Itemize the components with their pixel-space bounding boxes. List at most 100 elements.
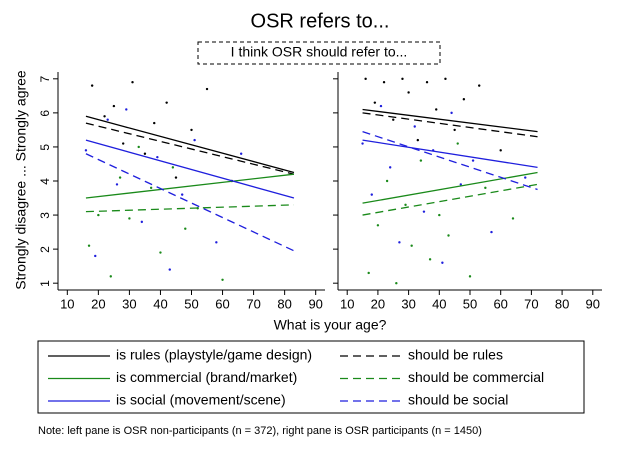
scatter-point — [435, 108, 438, 111]
legend-label: should be commercial — [408, 369, 544, 385]
x-tick-label: 30 — [122, 296, 136, 311]
legend-label: is rules (playstyle/game design) — [116, 347, 312, 363]
scatter-point — [490, 230, 493, 234]
fit-line — [362, 112, 538, 138]
scatter-point — [462, 98, 466, 101]
scatter-point — [125, 108, 128, 111]
scatter-point — [103, 115, 106, 118]
scatter-point — [364, 77, 367, 81]
scatter-point — [416, 138, 420, 142]
fit-line — [85, 204, 294, 213]
scatter-point — [453, 128, 456, 132]
x-axis-label: What is your age? — [274, 317, 387, 333]
scatter-point — [428, 258, 432, 261]
scatter-point — [484, 186, 487, 190]
scatter-point — [112, 104, 116, 108]
x-tick-label: 40 — [432, 296, 446, 311]
scatter-point — [398, 241, 401, 244]
legend-label: is social (movement/scene) — [116, 392, 286, 408]
legend-box — [37, 340, 585, 414]
y-tick-label: 7 — [38, 76, 52, 83]
scatter-point — [407, 91, 410, 94]
scatter-point — [115, 183, 119, 186]
scatter-point — [419, 159, 423, 162]
scatter-point — [373, 101, 377, 104]
subtitle-box — [197, 41, 441, 65]
scatter-point — [193, 138, 196, 142]
scatter-point — [97, 213, 100, 217]
x-tick-label: 80 — [555, 296, 569, 311]
scatter-point — [379, 104, 383, 108]
x-tick-label: 10 — [60, 296, 74, 311]
scatter-point — [205, 87, 209, 91]
legend-label: is commercial (brand/market) — [116, 369, 297, 385]
scatter-point — [184, 227, 187, 230]
fit-line — [85, 173, 295, 199]
scatter-point — [511, 217, 515, 220]
scatter-point — [128, 217, 131, 220]
scatter-point — [215, 241, 218, 244]
scatter-point — [180, 193, 184, 196]
scatter-point — [441, 261, 444, 264]
scatter-point — [121, 142, 125, 145]
scatter-point — [468, 275, 472, 278]
x-tick-label: 50 — [463, 296, 477, 311]
fit-line — [85, 139, 295, 199]
scatter-point — [401, 77, 404, 81]
x-tick-label: 70 — [246, 296, 260, 311]
scatter-point — [131, 81, 134, 84]
scatter-point — [361, 142, 364, 145]
y-tick-label: 1 — [38, 280, 52, 287]
scatter-point — [413, 125, 416, 128]
scatter-point — [171, 166, 175, 169]
scatter-point — [239, 152, 243, 155]
x-tick-label: 60 — [493, 296, 507, 311]
y-tick-label: 3 — [38, 212, 52, 219]
scatter-point — [385, 179, 389, 183]
x-tick-label: 90 — [586, 296, 600, 311]
scatter-point — [156, 155, 159, 159]
x-tick-label: 20 — [91, 296, 105, 311]
x-tick-label: 20 — [371, 296, 385, 311]
scatter-point — [410, 244, 413, 247]
y-axis-label: Strongly disagree ... Strongly agree — [13, 70, 29, 290]
fit-line — [85, 122, 295, 175]
scatter-point — [392, 118, 395, 121]
scatter-point — [153, 121, 156, 125]
scatter-point — [90, 84, 94, 87]
scatter-point — [471, 159, 475, 162]
scatter-point — [106, 118, 109, 121]
scatter-point — [140, 220, 144, 224]
x-tick-label: 50 — [184, 296, 198, 311]
y-tick-label: 5 — [38, 144, 52, 151]
chart-title: OSR refers to... — [251, 10, 390, 32]
scatter-point — [444, 77, 447, 81]
x-tick-label: 10 — [340, 296, 354, 311]
scatter-point — [118, 176, 122, 179]
legend-label: should be social — [408, 392, 508, 408]
scatter-point — [174, 176, 178, 179]
scatter-point — [382, 81, 386, 84]
y-tick-label: 2 — [38, 246, 52, 253]
x-tick-label: 80 — [277, 296, 291, 311]
scatter-point — [159, 251, 162, 254]
x-tick-label: 90 — [308, 296, 322, 311]
scatter-point — [84, 149, 88, 152]
scatter-point — [438, 213, 441, 217]
scatter-point — [395, 281, 398, 285]
fit-line — [85, 115, 295, 174]
scatter-point — [168, 268, 171, 271]
scatter-point — [165, 101, 168, 104]
scatter-point — [109, 275, 112, 278]
scatter-point — [221, 278, 224, 281]
x-tick-label: 30 — [401, 296, 415, 311]
scatter-point — [499, 149, 502, 152]
fit-line — [362, 108, 538, 133]
note: Note: left pane is OSR non-participants … — [38, 425, 482, 437]
scatter-point — [87, 244, 91, 247]
y-tick-label: 4 — [38, 178, 52, 185]
fit-line — [362, 139, 538, 169]
scatter-point — [524, 176, 527, 179]
